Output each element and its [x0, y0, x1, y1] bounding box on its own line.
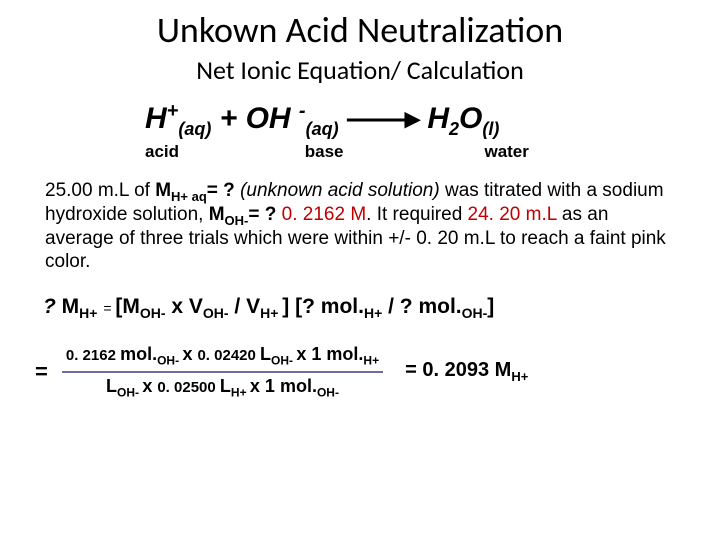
n-suboh: OH- — [157, 354, 182, 368]
net-ionic-equation: H+(aq) + OH -(aq) ——▸ H2O(l) — [145, 100, 685, 140]
d-u2: L — [220, 376, 231, 396]
r-val: 0. 2093 — [422, 359, 494, 381]
calculation-row: = 0. 2162 mol.OH- x 0. 02420 LOH- x 1 mo… — [35, 343, 685, 400]
n-suboh2: OH- — [271, 354, 296, 368]
f-q: ? — [43, 295, 62, 318]
f-m2: M — [122, 295, 140, 318]
species-labels: acid base water — [145, 142, 685, 162]
eq-aq1: (aq) — [178, 119, 211, 139]
f-q2: ? mol. — [302, 295, 364, 318]
p-t5: (unknown acid solution) — [240, 180, 440, 201]
n-subh: H+ — [363, 354, 379, 368]
f-slash2: / — [382, 295, 400, 318]
eq-h2: H — [419, 102, 449, 135]
f-mul1: x V — [166, 295, 203, 318]
d-u1: L — [106, 376, 117, 396]
f-suboh3: OH- — [462, 305, 488, 321]
fraction: 0. 2162 mol.OH- x 0. 02420 LOH- x 1 mol.… — [62, 343, 383, 400]
d-u3: mol. — [280, 376, 317, 396]
f-slash: / V — [229, 295, 261, 318]
n-x1: x — [182, 344, 197, 364]
problem-statement: 25.00 m.L of MH+ aq= ? (unknown acid sol… — [45, 180, 675, 273]
f-q3: ? mol. — [400, 295, 462, 318]
f-subh2: H+ — [260, 305, 282, 321]
p-t2: M — [155, 180, 171, 201]
p-t10: 0. 2162 M — [282, 204, 367, 225]
f-suboh: OH- — [140, 305, 166, 321]
slide-subtitle: Net Ionic Equation/ Calculation — [35, 54, 685, 86]
r-eq: = — [405, 359, 422, 381]
p-t8: OH- — [225, 213, 249, 228]
numerator: 0. 2162 mol.OH- x 0. 02420 LOH- x 1 mol.… — [62, 343, 383, 373]
n-u3: mol. — [326, 344, 363, 364]
eq-liq: (l) — [482, 119, 499, 139]
p-t4: = ? — [207, 180, 240, 201]
p-t12: 24. 20 m.L — [468, 204, 557, 225]
d-subh: H+ — [231, 385, 250, 399]
eq-add: + — [211, 102, 245, 135]
label-acid: acid — [145, 142, 300, 162]
reaction-arrow-icon: ——▸ — [347, 102, 419, 135]
slide-title: Unkown Acid Neutralization — [35, 8, 685, 52]
eq-plus: + — [167, 100, 179, 122]
eq-oh: OH — [246, 102, 299, 135]
label-water: water — [484, 142, 528, 162]
n-v2: 0. 02420 — [197, 347, 260, 364]
r-m: M — [495, 359, 512, 381]
n-v1: 0. 2162 — [66, 347, 120, 364]
p-t11: . It required — [366, 204, 467, 225]
formula-line: ? MH+ = [MOH- x VOH- / VH+ ] [? mol.H+ /… — [43, 295, 685, 321]
f-subh3: H+ — [364, 305, 382, 321]
p-t9: = ? — [248, 204, 281, 225]
r-sub: H+ — [511, 369, 528, 384]
n-u1: mol. — [120, 344, 157, 364]
n-u2: L — [260, 344, 271, 364]
d-x2: x 1 — [250, 376, 280, 396]
f-close2: ] — [487, 295, 494, 318]
f-m: M — [62, 295, 80, 318]
f-suboh2: OH- — [203, 305, 229, 321]
eq-2: 2 — [449, 119, 459, 139]
result: = 0. 2093 MH+ — [405, 359, 528, 384]
d-suboh2: OH- — [317, 385, 339, 399]
p-t1: 25.00 m.L of — [45, 180, 155, 201]
p-t3: H+ aq — [171, 189, 207, 204]
n-x2: x 1 — [296, 344, 326, 364]
label-base: base — [305, 142, 480, 162]
f-eq: = — [103, 300, 115, 316]
d-x1: x — [142, 376, 157, 396]
eq-minus: - — [299, 100, 306, 122]
p-t7: M — [209, 204, 225, 225]
denominator: LOH- x 0. 02500 LH+ x 1 mol.OH- — [106, 373, 339, 401]
d-v1: 0. 02500 — [157, 379, 220, 396]
f-close: ] [ — [282, 295, 302, 318]
eq-aq2: (aq) — [306, 119, 339, 139]
calc-eq-left: = — [35, 359, 48, 385]
eq-h: H — [145, 102, 167, 135]
eq-o: O — [459, 102, 482, 135]
f-subh: H+ — [79, 305, 97, 321]
d-suboh: OH- — [117, 385, 142, 399]
